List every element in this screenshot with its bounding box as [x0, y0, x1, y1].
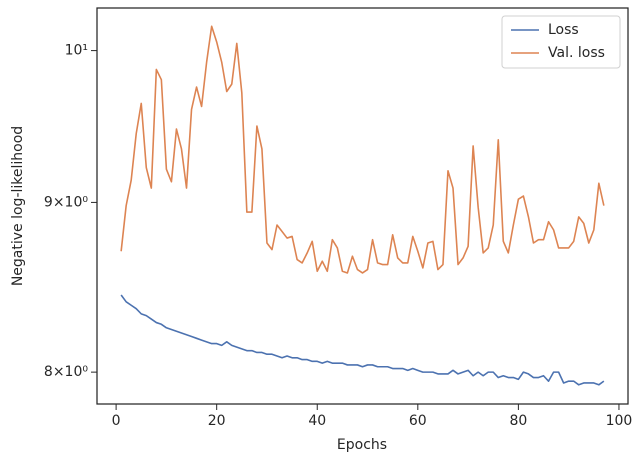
y-tick-label: 8×10⁰: [44, 364, 88, 380]
x-tick-label: 80: [509, 413, 527, 429]
legend-box: [501, 15, 621, 69]
plot-frame: [96, 7, 629, 405]
y-tick-label: 10¹: [65, 43, 88, 59]
y-tick-label: 9×10⁰: [44, 194, 88, 210]
x-tick-label: 100: [606, 413, 633, 429]
series-line: [120, 25, 605, 274]
legend-label: Val. loss: [548, 45, 605, 61]
x-tick-label: 0: [112, 413, 121, 429]
x-axis-label: Epochs: [337, 437, 387, 453]
legend-label: Loss: [548, 22, 579, 38]
x-tick-label: 20: [208, 413, 226, 429]
series-line: [120, 294, 605, 386]
x-tick-label: 60: [409, 413, 427, 429]
y-axis-label: Negative log-likelihood: [10, 126, 26, 286]
x-tick-label: 40: [308, 413, 326, 429]
